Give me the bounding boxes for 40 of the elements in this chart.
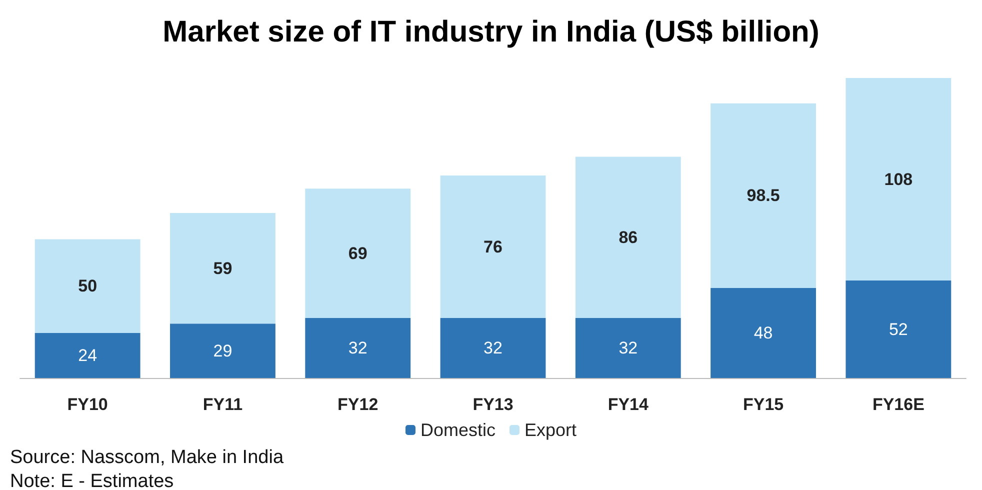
data-label: 48 [754,324,773,342]
chart-title: Market size of IT industry in India (US$ billion) [162,16,820,48]
bar [846,78,952,280]
data-label: 52 [888,320,908,339]
data-label: 32 [484,338,502,358]
x-tick-label: FY11 [202,395,243,414]
data-label: 32 [348,338,368,358]
data-label: 86 [618,228,638,247]
bar [170,324,276,378]
x-tick-label: FY13 [472,395,514,414]
x-tick-label: FY10 [67,395,108,414]
bar [710,288,816,378]
source-note: Source: Nasscom, Make in India [10,447,284,468]
data-label: 59 [213,258,232,278]
legend-label: Export [524,420,577,440]
data-label: 108 [884,170,913,189]
data-label: 98.5 [746,186,780,206]
data-label: 24 [78,346,98,365]
data-label: 50 [78,276,98,296]
bar [34,239,140,333]
bar [305,318,411,378]
bar [440,176,546,318]
x-tick-label: FY16E [872,395,924,414]
text: Note: E - Estimates [10,471,174,490]
legend-label: Domestic [420,420,496,440]
bar [440,318,546,378]
bar [710,103,816,288]
x-tick-label: FY14 [608,395,649,414]
bar [575,156,681,318]
bar [846,280,952,378]
bar [575,318,681,378]
x-tick-label: FY15 [742,395,784,414]
data-label: 69 [348,244,368,263]
data-label: 32 [618,338,638,358]
bar [34,333,140,378]
bar [305,188,411,318]
x-tick-label: FY12 [338,395,378,414]
data-label: 29 [213,341,232,360]
bar [170,213,276,324]
data-label: 76 [484,237,502,256]
